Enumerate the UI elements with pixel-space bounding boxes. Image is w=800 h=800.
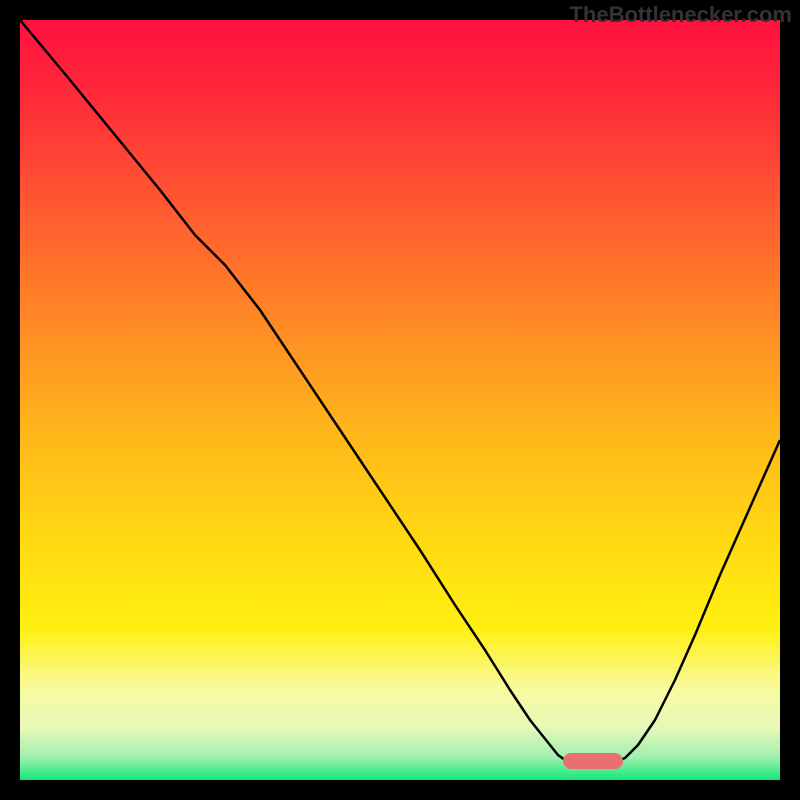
chart-container: { "attribution": { "text": "TheBottlenec… (0, 0, 800, 800)
chart-svg (0, 0, 800, 800)
attribution-text: TheBottlenecker.com (569, 2, 792, 28)
optimal-marker (563, 753, 623, 769)
gradient-background (20, 20, 780, 780)
